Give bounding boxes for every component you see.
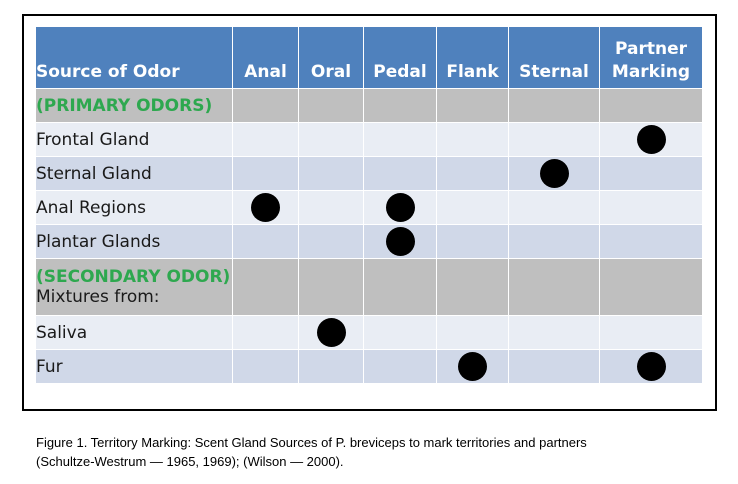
mark-cell [363,88,437,123]
mark-cell [436,258,509,316]
mark-cell [232,315,299,350]
row-label-cell: Plantar Glands [35,224,233,259]
mark-cell [599,156,703,191]
header-oral: Oral [298,26,364,89]
filled-circle-icon [385,227,415,256]
mark-cell [298,122,364,157]
header-partner-marking: Partner Marking [599,26,703,89]
mark-cell [232,224,299,259]
section-title: (PRIMARY ODORS) [36,95,213,116]
header-source-of-odor: Source of Odor [35,26,233,89]
mark-cell [232,258,299,316]
row-label-cell: Sternal Gland [35,156,233,191]
table-row: Fur [35,349,703,384]
section-title: (SECONDARY ODOR) [36,267,231,287]
mark-cell [363,315,437,350]
section-label-cell: (SECONDARY ODOR) Mixtures from: [35,258,233,316]
mark-cell [298,258,364,316]
mark-cell [436,156,509,191]
mark-cell [232,190,299,225]
mark-cell [298,349,364,384]
mark-cell [363,190,437,225]
mark-cell [599,315,703,350]
row-label-cell: Anal Regions [35,190,233,225]
table-row: Plantar Glands [35,224,703,259]
row-label-cell: Fur [35,349,233,384]
mark-cell [436,190,509,225]
section-label-cell: (PRIMARY ODORS) [35,88,233,123]
filled-circle-icon [636,125,666,154]
header-flank: Flank [436,26,509,89]
caption-line-1: Figure 1. Territory Marking: Scent Gland… [36,435,587,450]
mark-cell [232,88,299,123]
mark-cell [232,122,299,157]
filled-circle-icon [539,159,569,188]
section-row: (PRIMARY ODORS) [35,88,703,123]
mark-cell [508,224,600,259]
mark-cell [298,224,364,259]
mark-cell [436,315,509,350]
mark-cell [436,349,509,384]
mark-cell [508,258,600,316]
mark-cell [436,122,509,157]
scent-gland-table: Source of Odor Anal Oral Pedal Flank Ste… [35,26,703,384]
header-pedal: Pedal [363,26,437,89]
mark-cell [232,349,299,384]
mark-cell [298,315,364,350]
mark-cell [436,224,509,259]
table-row: Saliva [35,315,703,350]
mark-cell [508,88,600,123]
mark-cell [599,224,703,259]
mark-cell [298,190,364,225]
mark-cell [508,156,600,191]
mark-cell [599,349,703,384]
table-row: Frontal Gland [35,122,703,157]
filled-circle-icon [251,193,280,222]
mark-cell [599,258,703,316]
mark-cell [436,88,509,123]
table-row: Sternal Gland [35,156,703,191]
filled-circle-icon [316,318,346,347]
mark-cell [508,349,600,384]
mark-cell [363,156,437,191]
header-sternal: Sternal [508,26,600,89]
table-row: Anal Regions [35,190,703,225]
mark-cell [298,156,364,191]
mark-cell [232,156,299,191]
mark-cell [508,190,600,225]
mark-cell [363,122,437,157]
filled-circle-icon [458,352,487,381]
mark-cell [363,349,437,384]
mark-cell [508,122,600,157]
caption-line-2: (Schultze-Westrum — 1965, 1969); (Wilson… [36,454,344,469]
filled-circle-icon [385,193,415,222]
row-label-cell: Saliva [35,315,233,350]
mark-cell [599,122,703,157]
mark-cell [599,190,703,225]
mark-cell [363,258,437,316]
table-header-row: Source of Odor Anal Oral Pedal Flank Ste… [35,26,703,89]
row-label-cell: Frontal Gland [35,122,233,157]
mark-cell [298,88,364,123]
mark-cell [363,224,437,259]
filled-circle-icon [636,352,666,381]
mark-cell [599,88,703,123]
section-subtitle: Mixtures from: [36,287,160,307]
header-anal: Anal [232,26,299,89]
figure-caption: Figure 1. Territory Marking: Scent Gland… [36,433,716,471]
table-body: (PRIMARY ODORS) Frontal Gland Sternal Glan… [35,88,703,384]
section-row: (SECONDARY ODOR) Mixtures from: [35,258,703,316]
mark-cell [508,315,600,350]
